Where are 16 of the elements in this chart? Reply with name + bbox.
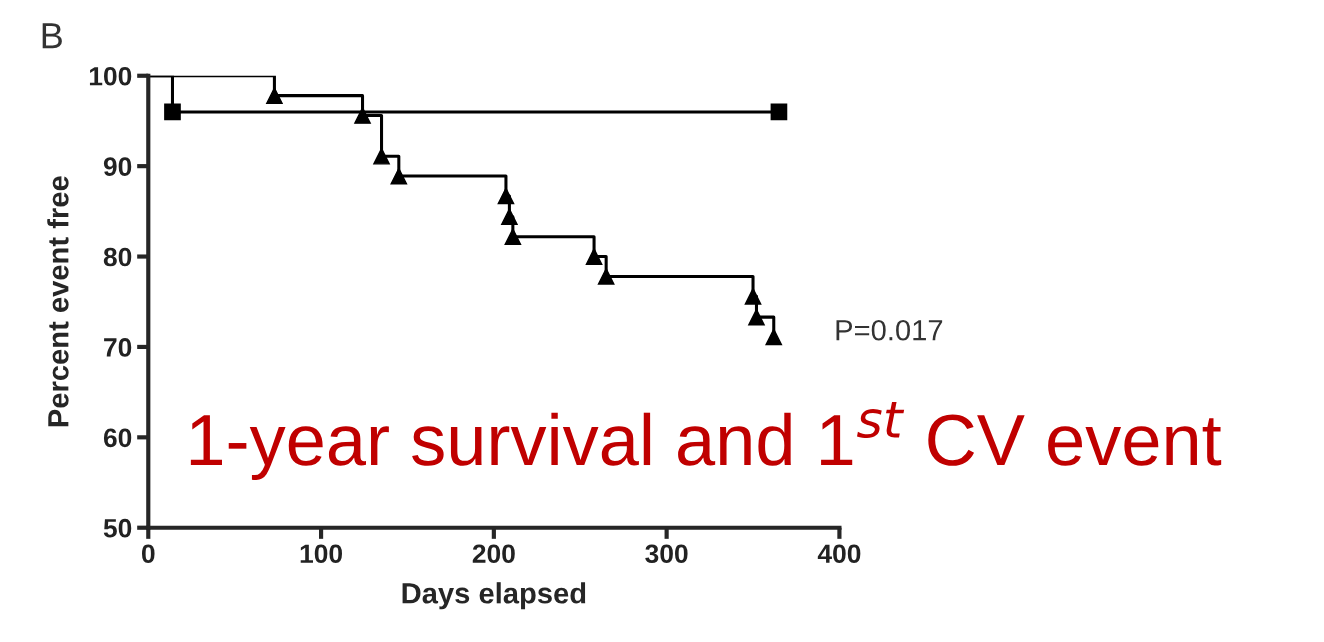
annotation: P=0.017 — [836, 319, 943, 341]
x-tick-label: 300 — [645, 544, 688, 564]
annotation: 1-year survival and 1$^{st}$ CV event — [190, 401, 1222, 481]
x-tick-label: 400 — [817, 544, 861, 564]
x-axis-title: Days elapsed — [402, 582, 586, 610]
y-tick-label: 50 — [103, 518, 132, 538]
y-tick-label: 100 — [89, 66, 132, 86]
y-axis-title: Percent event free — [47, 176, 69, 427]
y-tick-label: 90 — [103, 157, 132, 176]
y-tick-label: 60 — [103, 428, 132, 448]
x-tick-label: 200 — [472, 544, 515, 564]
x-tick-label: 0 — [141, 544, 155, 564]
chart-title: B — [42, 23, 62, 49]
y-tick-label: 70 — [104, 338, 132, 357]
y-tick-label: 80 — [103, 247, 132, 267]
x-tick-label: 100 — [300, 544, 342, 564]
